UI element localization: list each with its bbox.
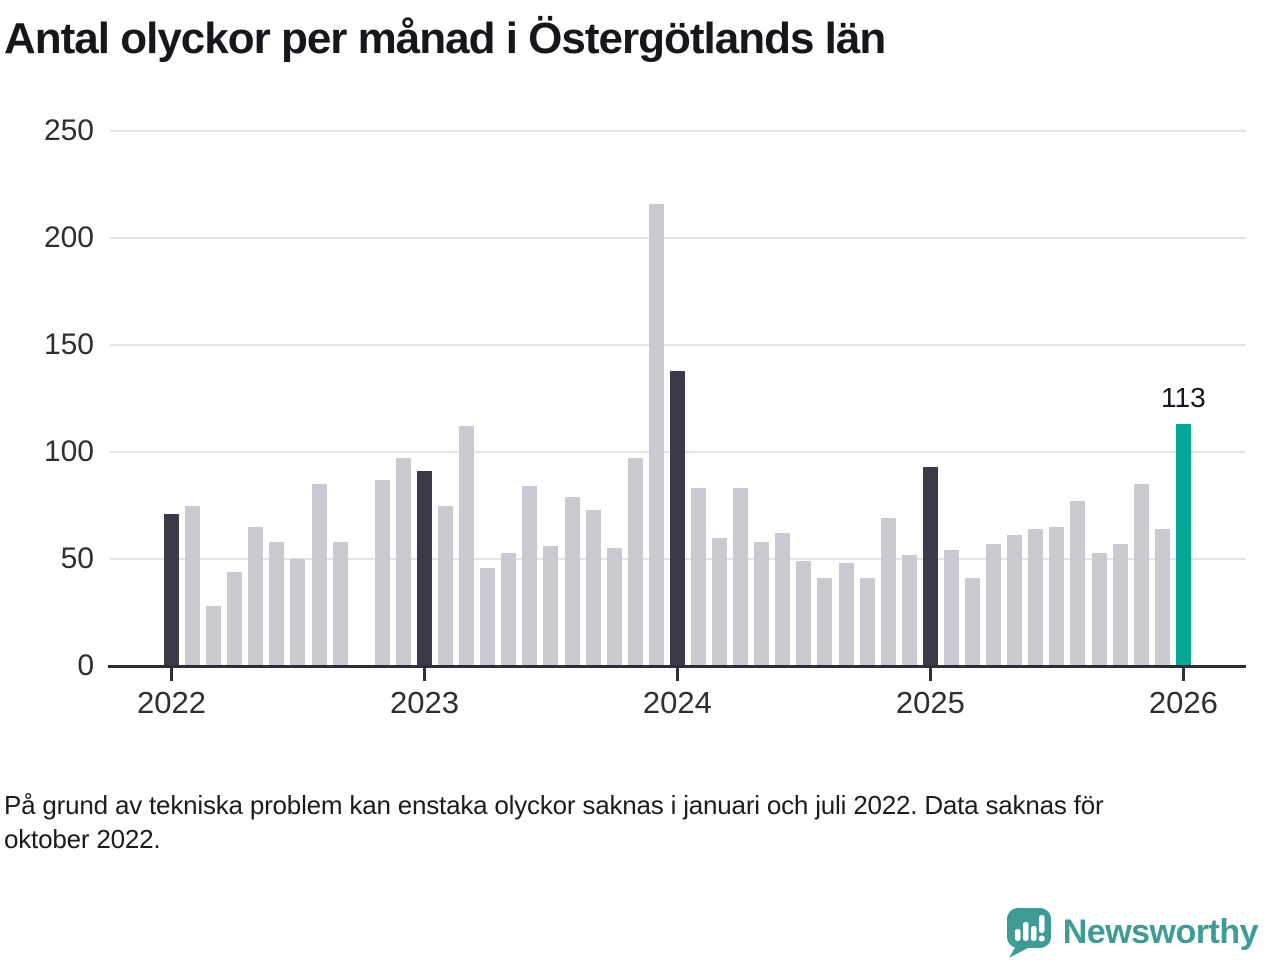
value-label: 113 — [1161, 382, 1206, 414]
gridline-200 — [110, 237, 1246, 239]
gridline-150 — [110, 344, 1246, 346]
bar-2025-06 — [1028, 529, 1044, 666]
bar-2025-05 — [1007, 535, 1023, 666]
y-axis-tick-label: 150 — [43, 328, 94, 361]
x-axis-tick-label: 2022 — [137, 685, 206, 720]
bar-2024-01 — [669, 370, 685, 666]
bar-2025-12 — [1154, 529, 1170, 666]
bar-2025-03 — [965, 578, 981, 666]
bar-2022-01 — [164, 514, 179, 666]
bar-2024-03 — [712, 537, 728, 666]
bar-2024-12 — [901, 554, 917, 666]
bar-2023-01 — [416, 471, 432, 666]
bar-2025-02 — [943, 550, 959, 666]
bar-2023-06 — [522, 486, 538, 666]
x-axis-tick — [170, 668, 173, 681]
x-axis-tick-label: 2026 — [1148, 685, 1218, 720]
bar-2025-10 — [1112, 544, 1128, 666]
bar-2024-05 — [754, 541, 770, 666]
bar-2024-04 — [733, 488, 749, 666]
bar-2022-08 — [311, 484, 327, 666]
bar-2023-05 — [501, 552, 517, 666]
bar-2024-02 — [691, 488, 706, 666]
bar-2025-04 — [986, 544, 1002, 666]
bar-2023-07 — [543, 546, 559, 666]
gridline-250 — [110, 130, 1246, 132]
bar-2024-06 — [775, 533, 791, 666]
x-axis-tick — [422, 668, 426, 681]
footnote-line-1: På grund av tekniska problem kan enstaka… — [4, 790, 1104, 820]
y-axis-tick-label: 200 — [43, 221, 94, 254]
bar-2025-11 — [1133, 484, 1149, 666]
bar-2023-02 — [438, 505, 454, 666]
bar-2022-06 — [269, 541, 285, 666]
y-axis-tick-label: 50 — [60, 542, 94, 575]
x-axis-tick — [1181, 668, 1185, 681]
x-axis-tick — [675, 668, 679, 681]
bar-2025-08 — [1070, 501, 1086, 666]
x-axis-tick-label: 2025 — [895, 685, 965, 720]
bar-2022-07 — [290, 559, 306, 666]
bar-2024-09 — [838, 563, 854, 666]
bar-chart-speech-bubble-icon — [1006, 908, 1051, 958]
bar-2023-04 — [480, 567, 496, 666]
bar-2022-11 — [374, 479, 390, 666]
bar-2023-03 — [459, 426, 475, 666]
footnote-line-2: oktober 2022. — [4, 824, 161, 854]
bar-2023-10 — [606, 548, 622, 666]
bar-2022-03 — [206, 606, 222, 666]
bar-2025-07 — [1049, 526, 1065, 666]
bar-2022-02 — [185, 505, 201, 666]
bar-2022-04 — [227, 571, 243, 666]
newsworthy-logo-text: Newsworthy — [1062, 912, 1259, 951]
bar-2023-11 — [627, 458, 643, 666]
y-axis-tick-label: 100 — [43, 435, 94, 468]
bar-2026-01 — [1175, 424, 1191, 666]
bar-2025-01 — [922, 466, 938, 666]
x-axis-tick-label: 2024 — [642, 685, 712, 720]
newsworthy-logo: Newsworthy — [1001, 906, 1259, 958]
x-axis-tick-label: 2023 — [389, 685, 459, 720]
bar-2024-07 — [796, 561, 812, 666]
bar-2025-09 — [1091, 552, 1107, 666]
x-axis-line — [108, 665, 1246, 668]
chart-title: Antal olyckor per månad i Östergötlands … — [4, 14, 886, 63]
y-axis-tick-label: 0 — [77, 649, 94, 682]
bar-2022-12 — [395, 458, 411, 666]
bar-2023-09 — [585, 509, 601, 666]
bar-2024-11 — [880, 518, 896, 666]
bar-2023-12 — [648, 203, 664, 666]
bar-2023-08 — [564, 496, 580, 666]
chart-footnote: På grund av tekniska problem kan enstaka… — [4, 788, 1104, 856]
x-axis-tick — [928, 668, 932, 681]
bar-2024-08 — [817, 578, 833, 666]
bar-2022-05 — [248, 526, 264, 666]
bar-2024-10 — [859, 578, 875, 666]
bar-2022-09 — [332, 541, 348, 666]
y-axis-tick-label: 250 — [43, 114, 94, 147]
